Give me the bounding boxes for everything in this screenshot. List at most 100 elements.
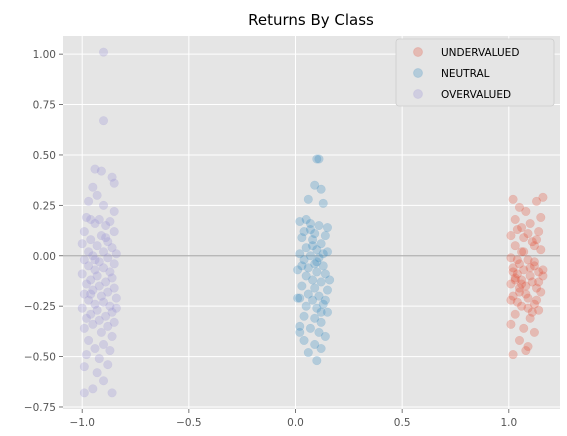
point-overvalued <box>84 247 94 257</box>
point-neutral <box>314 220 324 231</box>
point-overvalued <box>109 178 119 188</box>
point-undervalued <box>531 295 542 305</box>
point-neutral <box>303 194 313 204</box>
point-undervalued <box>536 212 546 223</box>
point-undervalued <box>517 222 527 233</box>
y-tick-label: 0.75 <box>33 100 56 112</box>
point-undervalued <box>508 267 518 277</box>
point-neutral <box>293 293 303 303</box>
point-overvalued <box>96 327 106 337</box>
point-overvalued <box>79 289 89 299</box>
point-neutral <box>316 307 326 317</box>
point-undervalued <box>529 257 539 267</box>
point-undervalued <box>512 225 522 235</box>
point-overvalued <box>107 307 117 317</box>
point-undervalued <box>508 194 518 204</box>
point-neutral <box>308 235 318 245</box>
point-neutral <box>299 311 309 321</box>
point-neutral <box>325 275 335 285</box>
point-undervalued <box>521 206 531 216</box>
point-overvalued <box>103 237 113 247</box>
point-neutral <box>295 321 305 331</box>
point-neutral <box>301 271 311 281</box>
point-undervalued <box>538 265 548 275</box>
point-neutral <box>310 313 320 323</box>
point-undervalued <box>517 247 527 257</box>
point-overvalued <box>84 196 94 206</box>
point-overvalued <box>92 305 102 315</box>
legend-marker-overvalued <box>413 89 423 99</box>
y-tick-label: −0.75 <box>24 402 56 414</box>
point-overvalued <box>96 231 106 241</box>
point-neutral <box>305 323 315 333</box>
point-neutral <box>299 335 309 346</box>
point-overvalued <box>101 220 111 231</box>
point-overvalued <box>90 255 100 265</box>
legend-box <box>395 38 555 107</box>
point-neutral <box>295 216 305 227</box>
legend-marker-neutral <box>413 68 423 78</box>
point-neutral <box>301 214 311 225</box>
point-neutral <box>310 259 320 269</box>
point-overvalued <box>79 255 89 265</box>
point-overvalued <box>109 259 119 269</box>
point-overvalued <box>79 227 89 237</box>
point-neutral <box>310 229 320 239</box>
y-tick-label: 0.50 <box>33 150 56 162</box>
point-undervalued <box>519 323 529 333</box>
point-undervalued <box>512 269 522 279</box>
point-undervalued <box>527 237 537 247</box>
point-overvalued <box>94 257 104 267</box>
point-overvalued <box>103 321 113 331</box>
point-undervalued <box>510 275 520 285</box>
point-neutral <box>293 265 303 275</box>
point-overvalued <box>88 285 98 295</box>
point-neutral <box>303 263 313 273</box>
point-undervalued <box>534 305 544 315</box>
point-overvalued <box>84 261 94 271</box>
point-overvalued <box>103 360 113 370</box>
point-undervalued <box>534 227 544 237</box>
point-undervalued <box>523 303 533 313</box>
point-overvalued <box>105 216 115 227</box>
point-neutral <box>295 293 305 303</box>
point-neutral <box>301 243 311 253</box>
point-overvalued <box>92 368 102 378</box>
point-neutral <box>312 356 322 366</box>
point-neutral <box>322 222 333 233</box>
point-undervalued <box>525 313 535 323</box>
point-neutral <box>312 154 322 164</box>
point-overvalued <box>86 275 96 285</box>
point-overvalued <box>101 233 111 243</box>
point-overvalued <box>103 253 113 263</box>
point-neutral <box>312 245 322 255</box>
point-neutral <box>299 227 309 237</box>
point-overvalued <box>86 309 96 319</box>
point-undervalued <box>510 214 520 225</box>
x-tick-label: 1.0 <box>500 417 517 429</box>
point-neutral <box>314 253 324 263</box>
point-overvalued <box>94 354 104 364</box>
point-overvalued <box>107 172 117 182</box>
y-tick-label: −0.50 <box>24 352 56 364</box>
point-overvalued <box>79 388 89 398</box>
point-undervalued <box>514 335 525 346</box>
point-neutral <box>322 285 333 295</box>
point-neutral <box>322 307 333 317</box>
point-overvalued <box>88 384 98 394</box>
point-undervalued <box>508 263 518 273</box>
point-overvalued <box>88 182 98 192</box>
point-undervalued <box>517 279 527 289</box>
point-overvalued <box>107 243 117 253</box>
point-undervalued <box>529 327 539 337</box>
point-overvalued <box>92 271 102 281</box>
point-neutral <box>297 261 307 271</box>
point-overvalued <box>111 303 121 313</box>
point-undervalued <box>506 295 516 305</box>
point-overvalued <box>103 287 113 297</box>
point-undervalued <box>514 287 525 297</box>
point-neutral <box>310 339 320 350</box>
y-tick-label: 0.00 <box>33 251 56 263</box>
point-neutral <box>308 241 318 251</box>
